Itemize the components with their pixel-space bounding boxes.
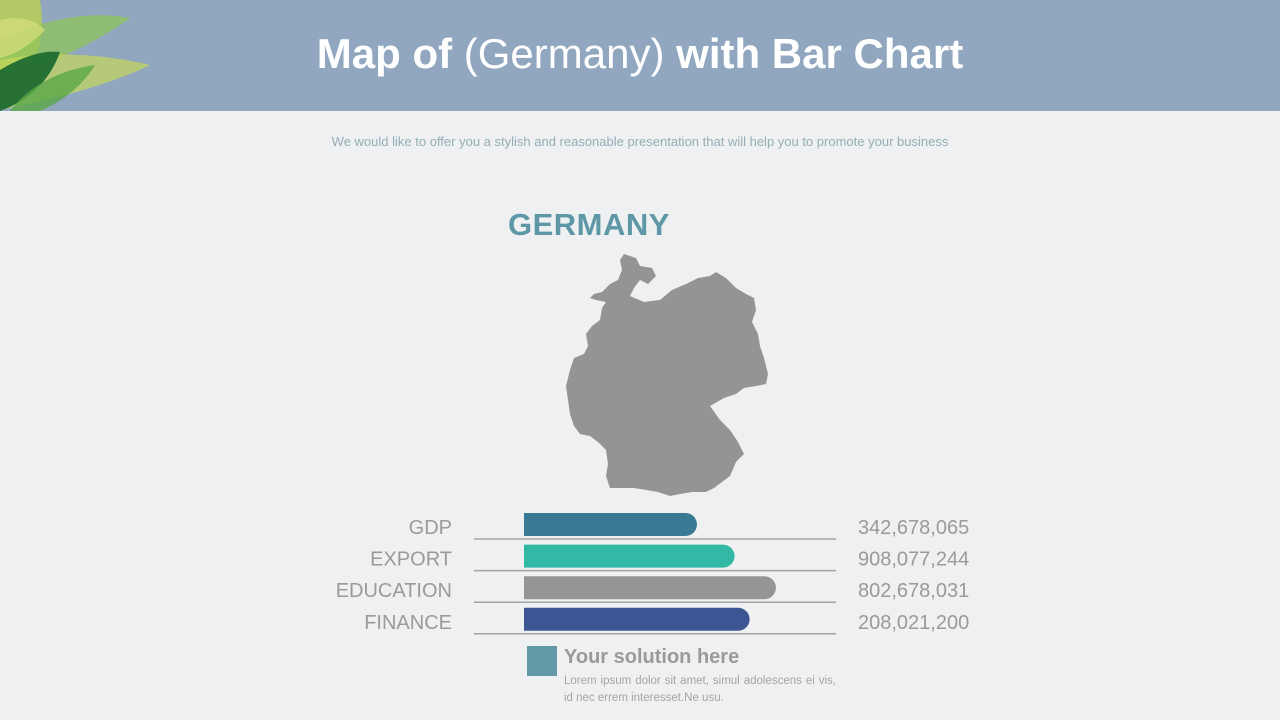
value-label-education: 802,678,031 bbox=[858, 580, 969, 602]
country-label: GERMANY bbox=[508, 207, 670, 242]
title-suffix: with Bar Chart bbox=[676, 30, 964, 77]
bar-gdp bbox=[524, 513, 697, 536]
category-label-gdp: GDP bbox=[409, 517, 452, 539]
bar-finance bbox=[524, 607, 750, 631]
value-label-gdp: 342,678,065 bbox=[858, 517, 969, 539]
bar-chart: GDP 342,678,065 EXPORT 908,077,244 EDUCATION… bbox=[336, 513, 969, 635]
leaf-decoration-icon bbox=[0, 0, 150, 111]
title-country: (Germany) bbox=[463, 30, 665, 77]
category-label-export: EXPORT bbox=[370, 549, 452, 571]
germany-map-icon bbox=[566, 254, 768, 496]
value-label-export: 908,077,244 bbox=[858, 549, 969, 571]
solution-text: Lorem ipsum dolor sit amet, simul adoles… bbox=[564, 675, 836, 704]
value-label-finance: 208,021,200 bbox=[858, 612, 969, 634]
header-banner: Map of (Germany) with Bar Chart bbox=[0, 0, 1280, 111]
page-title: Map of (Germany) with Bar Chart bbox=[0, 28, 1280, 80]
solution-swatch bbox=[527, 646, 557, 676]
subtitle: We would like to offer you a stylish and… bbox=[331, 134, 949, 149]
category-label-education: EDUCATION bbox=[336, 580, 452, 602]
solution-title: Your solution here bbox=[564, 646, 740, 668]
category-label-finance: FINANCE bbox=[364, 612, 452, 634]
bar-export bbox=[524, 544, 735, 568]
bar-education bbox=[524, 576, 776, 600]
title-prefix: Map of bbox=[316, 30, 453, 77]
